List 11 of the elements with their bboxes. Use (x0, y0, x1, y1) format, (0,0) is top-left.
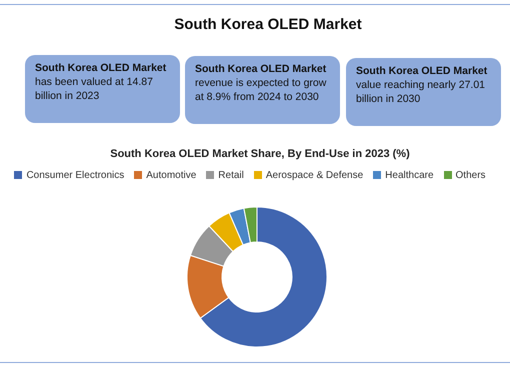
legend-label: Healthcare (385, 170, 434, 181)
text: South Korea OLED Market value reaching nearly 27.01 billion in 2030 (356, 64, 488, 106)
chart-subtitle: South Korea OLED Market Share, By End-Use in 2023 (%) (109, 148, 411, 160)
legend-label: Others (456, 170, 486, 181)
text: South Korea OLED Market has been valued at 14.87 billion in 2023 (35, 61, 168, 103)
text: South Korea OLED Market revenue is expected to grow at 8.9% from 2024 to 2030 (195, 62, 328, 104)
legend-label: Aerospace & Defense (266, 170, 364, 181)
legend-label: Automotive (146, 170, 196, 181)
legend-label: Retail (218, 170, 244, 181)
legend-label: Consumer Electronics (26, 170, 124, 181)
chart-title: South Korea OLED Market (173, 16, 363, 33)
